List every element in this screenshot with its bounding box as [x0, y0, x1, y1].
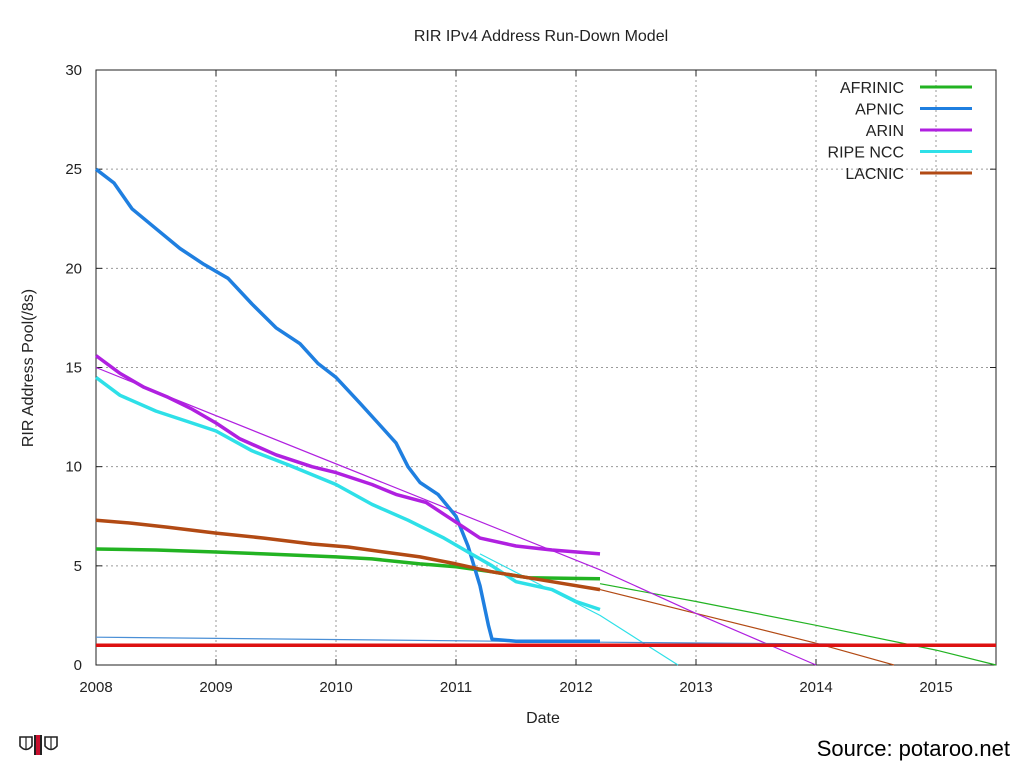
- x-tick-label: 2009: [199, 679, 232, 696]
- y-tick-label: 20: [65, 260, 82, 277]
- chart-title: RIR IPv4 Address Run-Down Model: [414, 28, 668, 45]
- x-tick-label: 2015: [919, 679, 952, 696]
- axis-ticks: 2008 2009 2010 2011 2012 2013 2014 2015 0 5 10 15 20…: [65, 62, 996, 696]
- y-tick-label: 30: [65, 62, 82, 79]
- series-line-ripe-ncc: [94, 375, 601, 612]
- legend-label-ripe-ncc: RIPE NCC: [828, 145, 904, 162]
- legend-label-apnic: APNIC: [855, 102, 904, 119]
- series-line-afrinic: [95, 547, 601, 581]
- y-tick-label: 25: [65, 161, 82, 178]
- y-tick-label: 15: [65, 360, 82, 377]
- x-axis-title: Date: [526, 710, 560, 727]
- crest-logo-icon: [18, 733, 62, 757]
- y-tick-label: 0: [74, 657, 82, 674]
- x-tick-label: 2008: [79, 679, 112, 696]
- series-line-ripe-ncc-projection: [479, 553, 679, 666]
- y-tick-label: 10: [65, 459, 82, 476]
- y-tick-label: 5: [74, 558, 82, 575]
- x-tick-label: 2010: [319, 679, 352, 696]
- series-lines: [94, 167, 997, 666]
- x-tick-label: 2011: [440, 679, 472, 696]
- source-label: Source: potaroo.net: [816, 736, 1010, 761]
- series-line-arin: [94, 354, 601, 556]
- x-tick-label: 2013: [679, 679, 712, 696]
- y-axis-title: RIR Address Pool(/8s): [20, 289, 37, 447]
- series-line-afrinic-projection: [599, 583, 997, 666]
- legend-label-lacnic: LACNIC: [845, 166, 904, 183]
- series-line-apnic: [94, 167, 600, 643]
- legend-label-afrinic: AFRINIC: [840, 80, 904, 97]
- x-tick-label: 2012: [559, 679, 592, 696]
- series-line-lacnic: [95, 518, 601, 592]
- legend: AFRINIC APNIC ARIN RIPE NCC LACNIC: [828, 80, 972, 183]
- series-line-lacnic-projection: [599, 589, 895, 666]
- x-tick-label: 2014: [799, 679, 832, 696]
- legend-label-arin: ARIN: [866, 123, 904, 140]
- series-line-arin-projection: [95, 366, 817, 666]
